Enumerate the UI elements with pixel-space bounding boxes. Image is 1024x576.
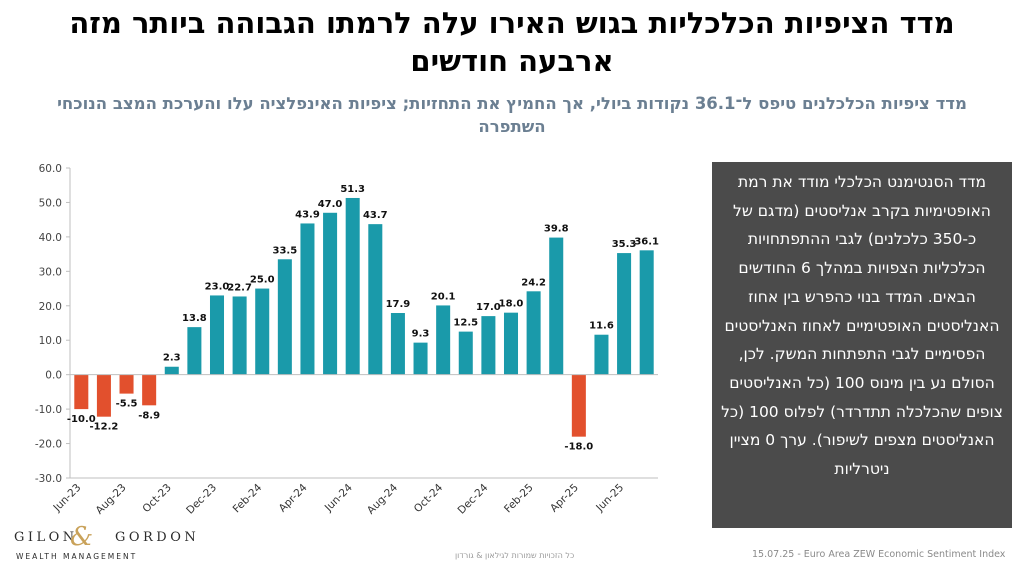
bar-value-label: -5.5 [116, 399, 138, 410]
bar [142, 374, 157, 406]
bar-value-label: 20.1 [431, 291, 456, 302]
bar [300, 223, 315, 375]
bar [119, 374, 134, 394]
bar [458, 331, 473, 375]
bar-value-label: 17.0 [476, 302, 501, 313]
index-explanation-box: מדד הסנטימנט הכלכלי מודד את רמת האופטימי… [712, 162, 1012, 528]
bar-value-label: 17.9 [386, 299, 411, 310]
bar [390, 313, 405, 375]
bar [413, 342, 428, 375]
bar-value-label: -8.9 [138, 410, 160, 421]
bar-value-label: 36.1 [634, 236, 659, 247]
y-tick-label: 50.0 [39, 197, 62, 209]
y-tick-label: -10.0 [35, 404, 62, 416]
y-axis: 60.0 50.0 40.0 30.0 20.0 10.0 0.0 -10.0 -20.0 -30… [35, 163, 71, 485]
bar [255, 288, 270, 375]
bar [526, 291, 541, 375]
logo-word-1: GILON [14, 530, 78, 545]
sentiment-bar-chart: 60.0 50.0 40.0 30.0 20.0 10.0 0.0 -10.0 -20.0 -30… [35, 163, 659, 517]
y-tick-label: 30.0 [39, 266, 62, 278]
bar [277, 259, 292, 375]
bar-value-label: -18.0 [564, 442, 593, 453]
y-tick-label: -30.0 [35, 473, 62, 485]
bar-value-label: -10.0 [67, 414, 96, 425]
bar [345, 197, 360, 375]
bar [323, 212, 338, 375]
x-tick-label: Dec-24 [456, 481, 491, 516]
y-tick-label: 10.0 [39, 335, 62, 347]
x-tick-label: Jun-25 [593, 482, 626, 515]
bar-value-label: 47.0 [318, 199, 343, 210]
bar [74, 374, 89, 410]
x-tick-label: Feb-25 [502, 482, 536, 516]
bar [503, 312, 519, 375]
x-tick-label: Feb-24 [231, 481, 265, 515]
page-title: מדד הציפיות הכלכליות בגוש האירו עלה לרמת… [69, 6, 955, 78]
bar [571, 374, 586, 437]
y-tick-label: 40.0 [39, 232, 62, 244]
bar [232, 296, 247, 375]
bars [74, 197, 654, 437]
bar-value-label: 25.0 [250, 275, 275, 286]
bar [164, 366, 179, 375]
x-tick-label: Oct-23 [140, 482, 173, 515]
bar-value-label: 51.3 [340, 184, 365, 195]
bar-value-label: 33.5 [273, 245, 298, 256]
bar [436, 305, 451, 375]
bar-value-label: 39.8 [544, 224, 569, 235]
bar [187, 327, 202, 375]
bar [549, 237, 564, 375]
bar [639, 250, 654, 375]
x-tick-label: Aug-24 [365, 481, 400, 516]
y-tick-label: 60.0 [39, 163, 62, 175]
bar [617, 253, 632, 375]
x-tick-label: Aug-23 [94, 482, 129, 517]
bar [209, 295, 225, 375]
bar-value-label: 43.7 [363, 210, 388, 221]
bar [368, 224, 383, 375]
bar [96, 374, 111, 417]
footer-copyright: כל הזכויות שמורות לגילאון & גורדון [455, 551, 575, 560]
bar-value-label: 22.7 [227, 282, 252, 293]
company-logo: GILON GORDON & WEALTH MANAGEMENT [8, 522, 196, 566]
page-subtitle: מדד ציפיות הכלכלנים טיפס ל־36.1 נקודות ב… [57, 94, 967, 136]
bar [481, 316, 496, 375]
x-tick-label: Oct-24 [412, 481, 446, 515]
bar-value-label: 9.3 [412, 329, 430, 340]
y-tick-label: 0.0 [45, 370, 62, 382]
logo-ampersand: & [70, 522, 94, 552]
bar-value-label: 13.8 [182, 313, 207, 324]
index-explanation-text: מדד הסנטימנט הכלכלי מודד את רמת האופטימי… [721, 173, 1003, 479]
bar-value-label: 43.9 [295, 209, 320, 220]
bar-value-label: 18.0 [499, 299, 524, 310]
bar-value-label: 12.5 [453, 318, 478, 329]
bar-value-label: 35.3 [612, 239, 637, 250]
logo-word-2: GORDON [114, 530, 200, 545]
value-labels: -10.0-12.2 -5.5-8.9 2.3 13.8 23.022.725.0 33.… [67, 184, 659, 453]
x-tick-label: Apr-25 [548, 482, 581, 515]
footer-source: 15.07.25 - Euro Area ZEW Economic Sentim… [752, 549, 1006, 560]
bar-value-label: 2.3 [163, 353, 181, 364]
bar-value-label: 24.2 [521, 277, 546, 288]
y-tick-label: 20.0 [39, 301, 62, 313]
x-tick-label: Jun-24 [322, 481, 355, 514]
x-tick-label: Jun-23 [51, 482, 84, 515]
bar-value-label: -12.2 [90, 422, 119, 433]
bar-value-label: 23.0 [205, 281, 230, 292]
logo-tagline: WEALTH MANAGEMENT [16, 552, 138, 561]
y-tick-label: -20.0 [35, 439, 62, 451]
bar-value-label: 11.6 [589, 321, 614, 332]
logo-wordmark: GILON GORDON [14, 530, 199, 545]
x-tick-label: Dec-23 [184, 482, 219, 517]
x-tick-label: Apr-24 [277, 481, 310, 514]
bar [594, 334, 609, 375]
